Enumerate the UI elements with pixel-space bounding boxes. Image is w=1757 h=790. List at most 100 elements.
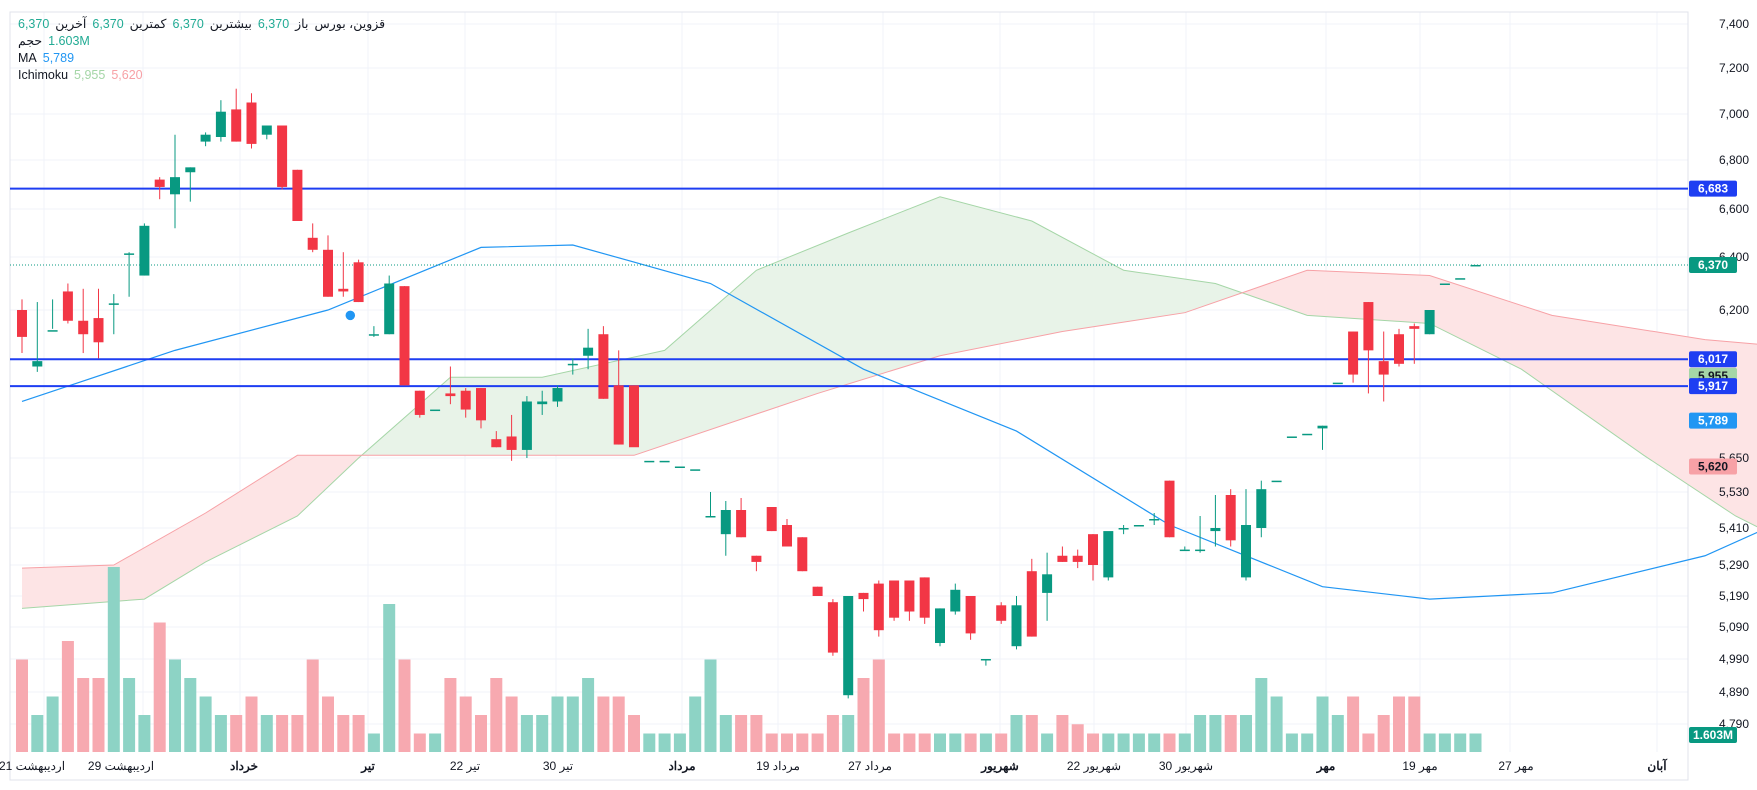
time-axis-tick: 22 شهریور	[1067, 759, 1121, 773]
price-axis-tick: 5,410	[1719, 521, 1749, 535]
volume-bar	[536, 715, 549, 752]
candle-body	[1011, 605, 1022, 647]
candle-body	[154, 179, 165, 187]
volume-bar	[719, 715, 732, 752]
price-tag-label: 5,789	[1698, 414, 1728, 428]
candle-body	[506, 436, 517, 450]
candle-body	[827, 602, 838, 653]
volume-bar	[995, 733, 1008, 752]
candles	[17, 88, 1481, 699]
price-axis-tick: 4,990	[1719, 652, 1749, 666]
candle	[1026, 558, 1037, 637]
ma-line	[21, 244, 1757, 600]
price-tag-label: 6,017	[1698, 352, 1728, 366]
candle	[47, 299, 58, 332]
candle	[674, 466, 685, 468]
time-axis-tick: 27 مهر	[1498, 759, 1533, 773]
candle	[736, 498, 747, 538]
candle	[307, 223, 318, 253]
candle	[338, 252, 349, 297]
volume-bar	[765, 733, 778, 752]
price-axis-tick: 5,530	[1719, 485, 1749, 499]
price-tag-last: 6,370	[1689, 256, 1737, 273]
volume-bar	[796, 733, 809, 752]
volume-bar	[811, 733, 824, 752]
legend-high-value: 6,370	[172, 17, 204, 31]
volume-bar	[597, 696, 610, 752]
volume-bar	[1178, 733, 1191, 752]
price-tag-volume: 1.603M	[1689, 727, 1737, 743]
candle	[1439, 283, 1450, 285]
price-tag-box	[1689, 727, 1737, 743]
candle	[1149, 513, 1160, 525]
legend-volume-value: 1.603M	[48, 34, 90, 48]
candle	[720, 501, 731, 556]
candle	[1118, 525, 1129, 535]
candle	[1179, 546, 1190, 552]
price-tag-hline: 6,683	[1689, 180, 1737, 197]
volume-bar	[398, 659, 411, 752]
volume-bar	[337, 715, 350, 752]
volume-bar	[46, 696, 59, 752]
volume-bar	[566, 696, 579, 752]
candle-body	[1088, 534, 1098, 565]
candle	[399, 286, 410, 386]
candle	[323, 235, 333, 297]
candle-body	[613, 385, 624, 445]
candle	[567, 358, 578, 375]
volume-bar	[429, 733, 442, 752]
legend-ichimoku-b: 5,620	[111, 68, 143, 82]
candle-body	[476, 388, 486, 421]
legend-close-label: آخرین	[55, 17, 87, 31]
volume-bar	[444, 678, 457, 752]
candle	[277, 125, 288, 190]
candle	[1317, 425, 1328, 450]
time-axis-tick: 19 مرداد	[756, 759, 800, 773]
candle-body	[1302, 433, 1313, 436]
volume-bar	[1454, 733, 1467, 752]
candle-body	[720, 510, 731, 535]
volume-bar	[16, 659, 28, 752]
candle-body	[1026, 571, 1037, 637]
legend-ma-label: MA	[18, 51, 37, 65]
candle-body	[62, 291, 73, 321]
candle-body	[261, 125, 272, 135]
candle-body	[521, 401, 532, 450]
chart-legend: قزوین، بورس باز 6,370 بیشترین 6,370 کمترین…	[18, 16, 385, 84]
volume-bar	[628, 715, 640, 752]
volume-bar	[750, 715, 763, 752]
price-tag-box	[1689, 412, 1737, 429]
candle	[1225, 489, 1236, 547]
candle-body	[445, 393, 456, 397]
volume-bar	[1362, 733, 1375, 752]
candle	[1348, 331, 1359, 383]
legend-ma-row: MA 5,789	[18, 50, 385, 67]
price-axis-tick: 5,190	[1719, 589, 1749, 603]
candle-body	[124, 253, 135, 255]
volume-bar	[1163, 733, 1176, 752]
candle-body	[1439, 283, 1450, 285]
time-axis[interactable]: 21 اردیبهشت 29 اردیبهشت خرداد تیر 22 تیر 30 ت…	[0, 757, 1668, 774]
volume-bar	[31, 715, 44, 752]
candle-body	[1210, 528, 1221, 532]
candle-body	[323, 249, 333, 297]
cloud-bearish	[1244, 270, 1757, 527]
candle	[1409, 323, 1420, 364]
candle	[1103, 531, 1114, 581]
drawing-anchor-point[interactable]	[344, 309, 357, 322]
candle-body	[674, 466, 685, 468]
candle	[858, 592, 869, 612]
candle	[935, 608, 945, 647]
candle	[17, 299, 27, 354]
candle-body	[231, 109, 242, 142]
candle-body	[1286, 436, 1297, 438]
candle-body	[996, 605, 1007, 621]
price-axis[interactable]: 7,4007,2007,0006,8006,6006,4006,2005,650…	[1689, 17, 1749, 743]
volume-bar	[1393, 696, 1405, 752]
candle	[1271, 480, 1282, 483]
candle-body	[919, 577, 930, 618]
price-axis-tick: 7,200	[1719, 61, 1749, 75]
candle-body	[1149, 519, 1160, 521]
